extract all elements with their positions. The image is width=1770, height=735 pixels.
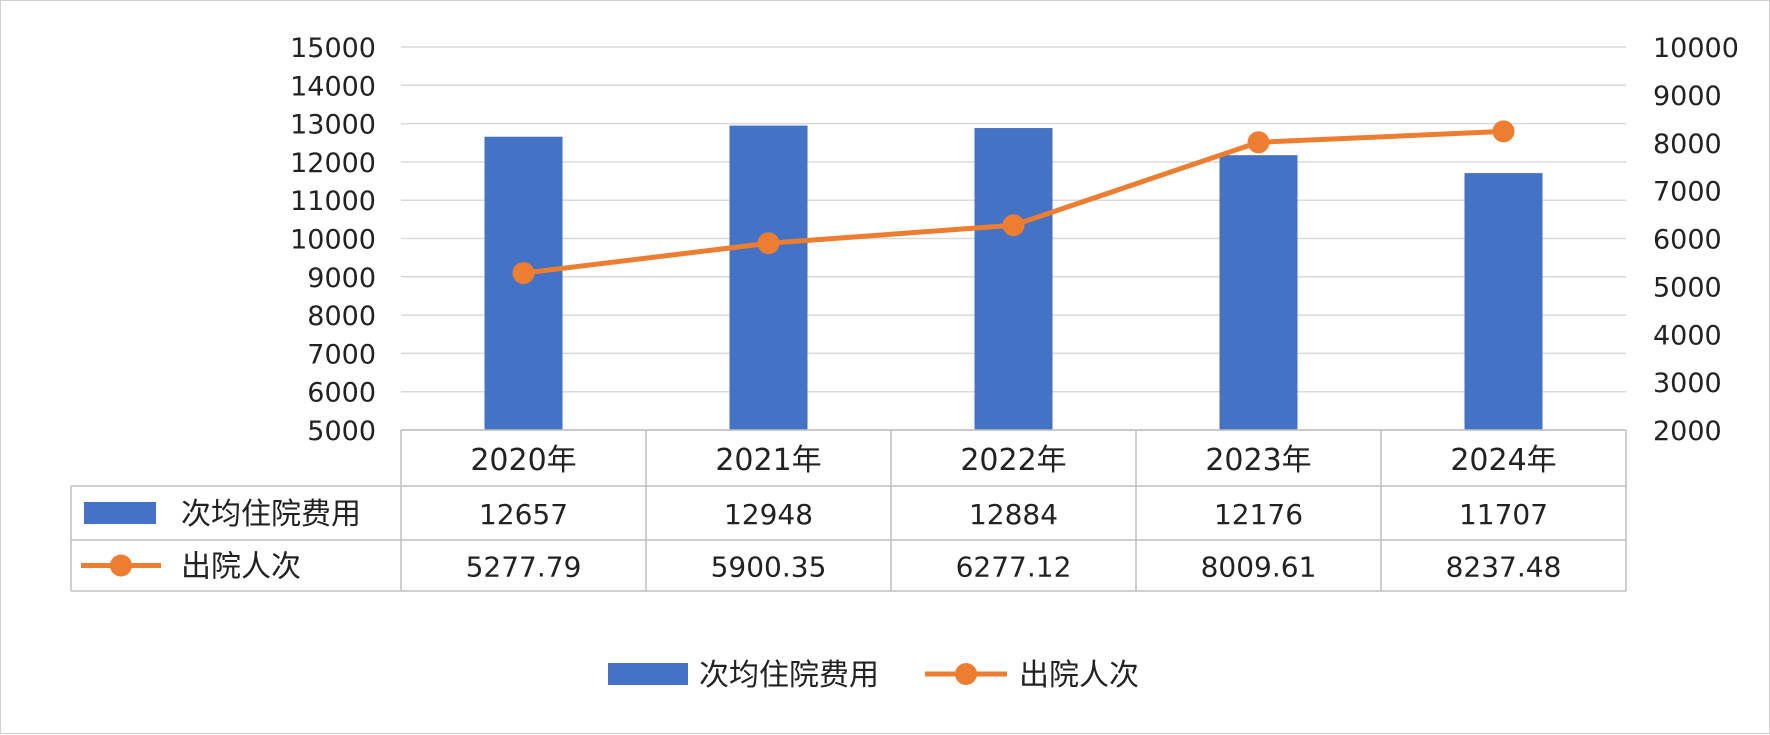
category-label: 2022年	[960, 443, 1066, 478]
legend-label-line: 出院人次	[1019, 658, 1139, 693]
left-tick-label: 7000	[307, 339, 376, 370]
left-tick-label: 14000	[290, 71, 376, 102]
table-cell: 8009.61	[1201, 551, 1317, 584]
right-axis-ticks: 2000 3000 4000 5000 6000 7000 8000 9000 10000	[1653, 33, 1739, 447]
left-tick-label: 9000	[307, 263, 376, 294]
table-cell: 6277.12	[956, 551, 1072, 584]
table-cell: 11707	[1459, 498, 1548, 531]
right-tick-label: 10000	[1653, 33, 1739, 64]
table-cell: 5900.35	[711, 551, 827, 584]
left-tick-label: 8000	[307, 301, 376, 332]
left-tick-label: 15000	[290, 33, 376, 64]
line-point	[1247, 131, 1270, 154]
table-cell: 12884	[969, 498, 1058, 531]
table-cell: 8237.48	[1446, 551, 1562, 584]
right-tick-label: 7000	[1653, 177, 1722, 208]
table-cell: 12176	[1214, 498, 1303, 531]
table-key-bar	[84, 502, 156, 524]
line-point	[512, 262, 535, 285]
right-tick-label: 4000	[1653, 320, 1722, 351]
left-tick-label: 13000	[290, 110, 376, 141]
table-cell: 12948	[724, 498, 813, 531]
right-tick-label: 6000	[1653, 225, 1722, 256]
left-tick-label: 5000	[307, 416, 376, 447]
table-row-label: 出院人次	[181, 550, 301, 585]
left-tick-label: 10000	[290, 225, 376, 256]
right-tick-label: 8000	[1653, 129, 1722, 160]
table-key-marker	[110, 554, 132, 577]
category-label: 2021年	[715, 443, 821, 478]
table-cell: 5277.79	[466, 551, 582, 584]
bar	[974, 128, 1053, 431]
right-tick-label: 3000	[1653, 368, 1722, 399]
table-row-label: 次均住院费用	[181, 497, 361, 532]
category-label: 2020年	[470, 443, 576, 478]
line-point	[757, 232, 780, 255]
right-tick-label: 2000	[1653, 416, 1722, 447]
legend-label-bar: 次均住院费用	[699, 658, 879, 693]
bar	[1219, 155, 1298, 431]
category-label: 2024年	[1450, 443, 1556, 478]
table-cell: 12657	[479, 498, 568, 531]
bars	[484, 125, 1543, 431]
left-axis-ticks: 5000 6000 7000 8000 9000 10000 11000 12000 13000…	[290, 33, 376, 447]
line-point	[1002, 214, 1025, 237]
right-tick-label: 9000	[1653, 81, 1722, 112]
bar	[1464, 173, 1543, 431]
legend-key-marker	[955, 663, 977, 685]
legend: 次均住院费用 出院人次	[608, 658, 1139, 693]
bar	[729, 125, 808, 430]
legend-key-bar	[608, 663, 688, 685]
category-label: 2023年	[1205, 443, 1311, 478]
right-tick-label: 5000	[1653, 272, 1722, 303]
left-tick-label: 11000	[290, 186, 376, 217]
left-tick-label: 6000	[307, 378, 376, 409]
line-point	[1492, 120, 1515, 143]
line-series	[512, 120, 1515, 285]
left-tick-label: 12000	[290, 148, 376, 179]
